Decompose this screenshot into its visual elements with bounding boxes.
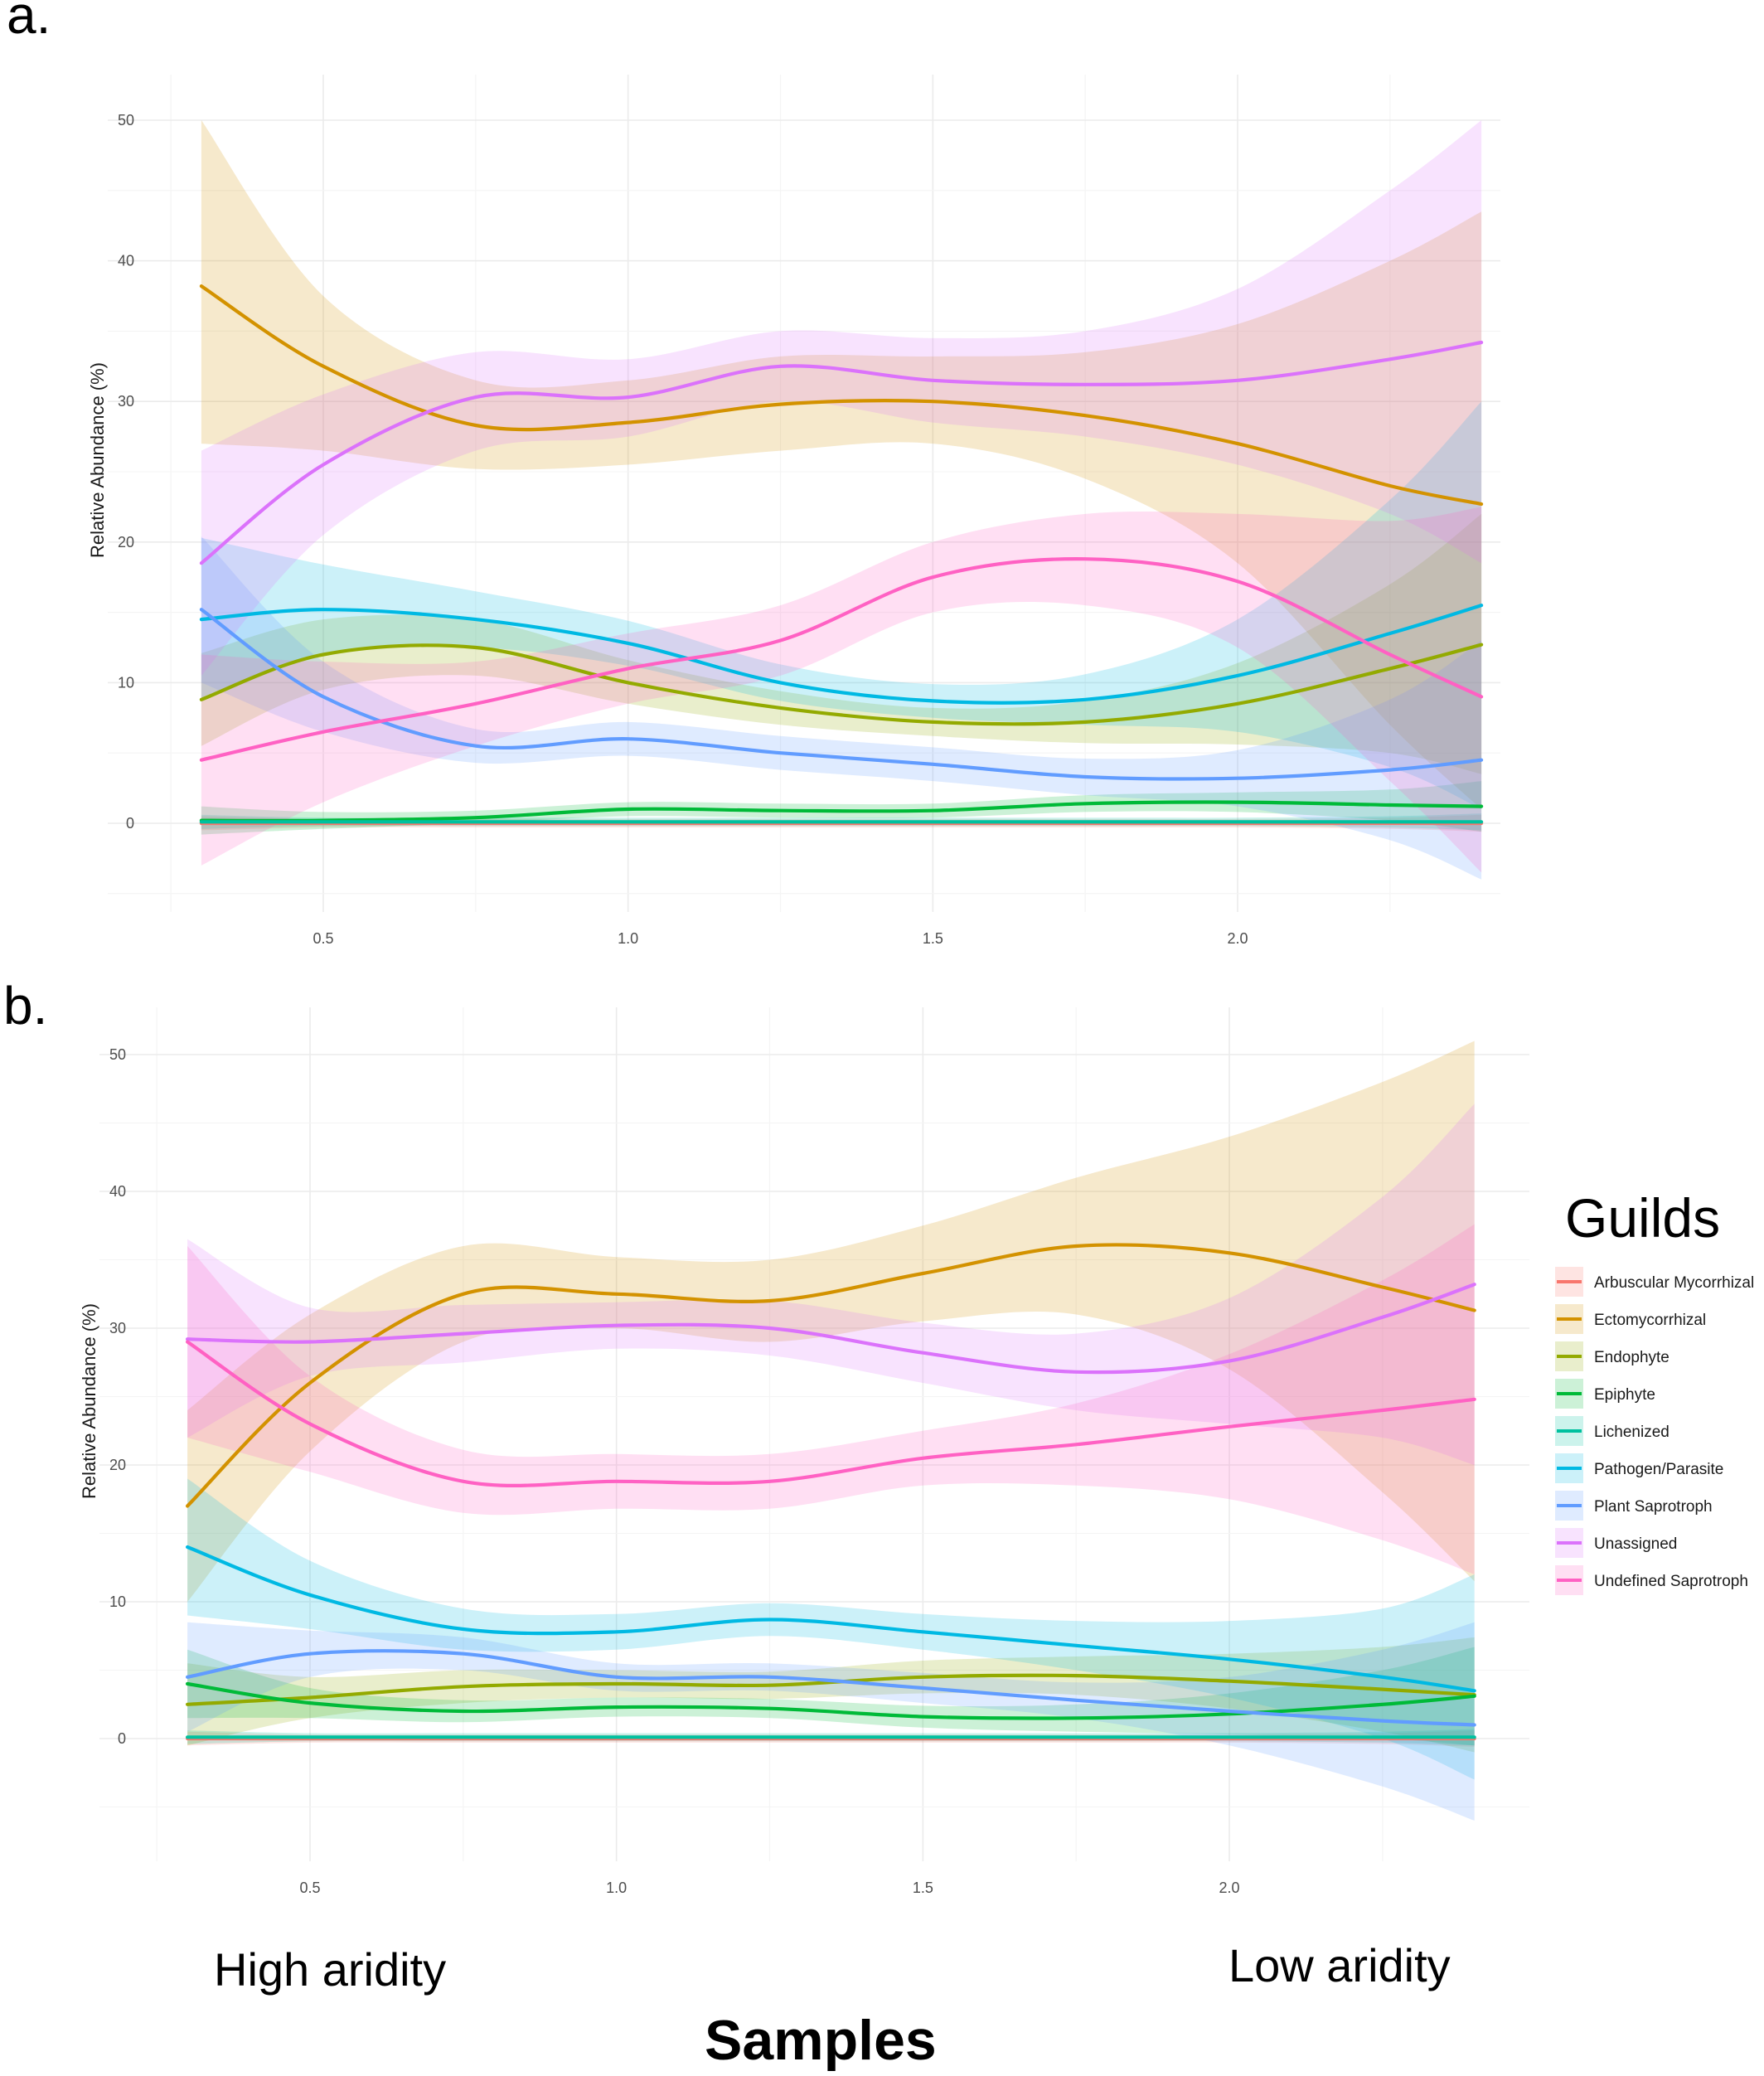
series-lines xyxy=(199,284,1484,826)
panel-a-label: a. xyxy=(7,0,51,45)
legend-item: Ectomycorrhizal xyxy=(1555,1304,1706,1334)
y-tick-label: 50 xyxy=(109,1046,126,1063)
y-tick-label: 20 xyxy=(118,534,134,551)
band-plant-saprotroph xyxy=(187,1622,1475,1821)
legend-item: Pathogen/Parasite xyxy=(1555,1453,1723,1483)
line-ectomycorrhizal xyxy=(199,284,1484,507)
legend-label: Ectomycorrhizal xyxy=(1594,1312,1706,1329)
samples-label: Samples xyxy=(705,2009,937,2072)
x-tick-label: 0.5 xyxy=(299,1880,320,1896)
y-tick-label: 0 xyxy=(118,1730,126,1747)
band-ectomycorrhizal xyxy=(201,120,1482,809)
line-undefined-saprotroph xyxy=(199,557,1484,762)
y-tick-label: 50 xyxy=(118,112,134,129)
band-plant-saprotroph xyxy=(201,536,1482,880)
x-tick-label: 1.5 xyxy=(923,930,943,947)
tick-labels: 0.5 1.0 1.5 2.0 0 10 20 30 40 50 xyxy=(118,112,1248,947)
legend: Guilds Arbuscular Mycorrhizal Ectomycorrh… xyxy=(1555,1187,1754,1595)
band-pathogen-parasite xyxy=(187,1478,1475,1780)
low-aridity-label: Low aridity xyxy=(1228,1939,1451,1991)
legend-item: Lichenized xyxy=(1555,1416,1670,1446)
tick-labels: 0.5 1.0 1.5 2.0 0 10 20 30 40 50 xyxy=(109,1046,1240,1896)
y-tick-label: 30 xyxy=(118,393,134,410)
legend-item: Arbuscular Mycorrhizal xyxy=(1555,1267,1754,1297)
line-unassigned xyxy=(199,340,1484,565)
line-ectomycorrhizal xyxy=(186,1243,1476,1508)
y-tick-label: 10 xyxy=(109,1593,126,1610)
legend-item: Unassigned xyxy=(1555,1528,1677,1558)
legend-item: Endophyte xyxy=(1555,1341,1670,1371)
band-epiphyte xyxy=(187,1647,1475,1746)
band-endophyte xyxy=(187,1637,1475,1753)
panel-a-chart: 0.5 1.0 1.5 2.0 0 10 20 30 40 50 Relative Abundanc… xyxy=(87,75,1500,947)
x-tick-label: 2.0 xyxy=(1219,1880,1239,1896)
panel-b-label: b. xyxy=(3,976,47,1036)
legend-item: Epiphyte xyxy=(1555,1379,1655,1409)
legend-label: Unassigned xyxy=(1594,1535,1677,1553)
confidence-bands xyxy=(187,1040,1475,1821)
band-pathogen-parasite xyxy=(201,401,1482,809)
series-lines xyxy=(186,1243,1476,1741)
band-undefined-saprotroph xyxy=(201,507,1482,873)
high-aridity-label: High aridity xyxy=(214,1943,446,1996)
band-unassigned xyxy=(201,120,1482,676)
legend-label: Plant Saprotroph xyxy=(1594,1498,1713,1516)
x-tick-label: 1.0 xyxy=(606,1880,627,1896)
y-tick-label: 10 xyxy=(118,674,134,691)
legend-label: Endophyte xyxy=(1594,1349,1670,1366)
y-tick-label: 20 xyxy=(109,1457,126,1473)
legend-item: Undefined Saprotroph xyxy=(1555,1565,1748,1595)
legend-item: Plant Saprotroph xyxy=(1555,1491,1713,1521)
line-epiphyte xyxy=(199,800,1484,822)
legend-label: Arbuscular Mycorrhizal xyxy=(1594,1274,1754,1292)
line-plant-saprotroph xyxy=(186,1649,1476,1727)
legend-label: Pathogen/Parasite xyxy=(1594,1461,1723,1478)
line-undefined-saprotroph xyxy=(186,1340,1476,1487)
band-unassigned xyxy=(187,1103,1475,1465)
confidence-bands xyxy=(201,120,1482,880)
panel-b-chart: 0.5 1.0 1.5 2.0 0 10 20 30 40 50 Relative Abundanc… xyxy=(79,1007,1529,1896)
y-axis-title: Relative Abundance (%) xyxy=(87,362,108,558)
y-tick-label: 40 xyxy=(109,1183,126,1200)
line-pathogen-parasite xyxy=(199,604,1484,705)
x-tick-label: 2.0 xyxy=(1227,930,1248,947)
x-tick-label: 1.5 xyxy=(913,1880,933,1896)
x-tick-label: 1.0 xyxy=(618,930,638,947)
line-endophyte xyxy=(199,643,1484,726)
band-endophyte xyxy=(201,513,1482,774)
x-tick-label: 0.5 xyxy=(313,930,333,947)
y-tick-label: 30 xyxy=(109,1320,126,1336)
y-tick-label: 40 xyxy=(118,253,134,269)
line-unassigned xyxy=(186,1283,1476,1375)
legend-title: Guilds xyxy=(1565,1187,1720,1249)
band-ectomycorrhizal xyxy=(187,1040,1475,1602)
y-tick-label: 0 xyxy=(126,815,134,832)
line-epiphyte xyxy=(186,1681,1476,1720)
legend-label: Undefined Saprotroph xyxy=(1594,1573,1748,1590)
band-epiphyte xyxy=(201,781,1482,835)
legend-label: Epiphyte xyxy=(1594,1386,1655,1404)
y-axis-title: Relative Abundance (%) xyxy=(79,1303,99,1499)
legend-label: Lichenized xyxy=(1594,1424,1670,1441)
line-pathogen-parasite xyxy=(186,1545,1476,1693)
line-plant-saprotroph xyxy=(199,608,1484,781)
